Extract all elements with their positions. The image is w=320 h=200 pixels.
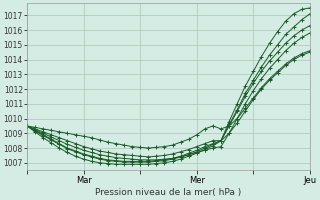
X-axis label: Pression niveau de la mer( hPa ): Pression niveau de la mer( hPa ) (95, 188, 242, 197)
